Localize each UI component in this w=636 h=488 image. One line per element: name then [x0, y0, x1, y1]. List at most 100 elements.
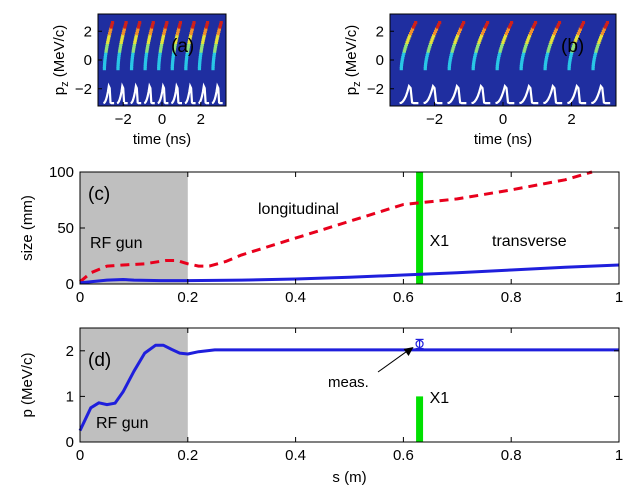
bunch-pixel: [165, 21, 169, 25]
bunch-pixel: [116, 58, 121, 62]
bunch-pixel: [162, 29, 167, 33]
bunch-pixel: [172, 47, 176, 51]
bunch-pixel: [106, 40, 110, 44]
bunch-pixel: [205, 23, 209, 27]
x-tick-label: 0.8: [501, 447, 522, 464]
bunch-pixel: [118, 45, 123, 49]
bunch-pixel: [174, 38, 178, 42]
bunch-pixel: [171, 53, 175, 58]
bunch-pixel: [110, 23, 114, 27]
bunch-trace-2: [423, 21, 442, 71]
bunch-pixel: [557, 21, 562, 25]
bunch-pixel: [162, 31, 166, 36]
panel-c: 0 0.2 0.4 0.6 0.8 1 0 50 100 (c) RF gun X1 longitudi…: [19, 164, 623, 306]
bunch-pixel: [161, 34, 166, 38]
bunch-pixel: [134, 34, 138, 38]
bunch-pixel: [146, 40, 151, 44]
bunch-pixel: [116, 62, 120, 66]
bunch-pixel: [198, 56, 202, 60]
y-tick-label: 0: [84, 52, 92, 69]
bunch-pixel: [504, 31, 509, 36]
bunch-pixel: [116, 67, 120, 71]
bunch-pixel: [131, 53, 135, 58]
series-line-transverse: [79, 263, 620, 285]
bunch-pixel: [593, 51, 598, 55]
bunch-trace-5: [157, 21, 169, 71]
rf-gun-label: RF gun: [90, 235, 142, 252]
bunch-pixel: [454, 38, 458, 42]
bunch-pixel: [130, 56, 134, 60]
bunch-pixel: [544, 58, 548, 62]
bunch-pixel: [497, 56, 501, 60]
bunch-pixel: [187, 42, 191, 47]
bunch-pixel: [579, 25, 583, 29]
bunch-pixel: [400, 58, 404, 62]
bunch-pixel: [577, 29, 581, 33]
bunch-pixel: [185, 51, 189, 55]
current-profile-9: [591, 83, 611, 105]
bunch-pixel: [201, 40, 205, 44]
bunch-pixel: [519, 64, 523, 69]
bunch-pixel: [478, 38, 482, 42]
bunch-pixel: [554, 27, 558, 31]
bunch-pixel: [118, 49, 122, 53]
bunch-pixel: [426, 49, 430, 53]
bunch-pixel: [436, 23, 441, 27]
bunch-pixel: [218, 25, 222, 29]
bunch-pixel: [473, 53, 477, 58]
axes-frame: [389, 13, 617, 107]
current-profile-2: [116, 82, 128, 105]
bunch-pixel: [211, 67, 215, 71]
bunch-pixel: [597, 40, 601, 44]
panel-label: (b): [561, 36, 584, 57]
bunch-pixel: [144, 51, 149, 55]
current-profile-4: [143, 82, 155, 105]
bunch-pixel: [413, 23, 417, 27]
bunch-pixel: [122, 29, 126, 33]
bunch-pixel: [499, 45, 504, 49]
bunch-pixel: [159, 47, 163, 51]
bunch-pixel: [547, 45, 552, 49]
bunch-pixel: [476, 42, 480, 47]
x-axis-label: time (ns): [474, 131, 532, 148]
bunch-pixel: [402, 51, 406, 55]
current-profile-2: [423, 83, 443, 105]
bunch-pixel: [201, 38, 205, 42]
bunch-trace-4: [143, 21, 155, 71]
bunch-pixel: [211, 62, 215, 66]
bunch-pixel: [149, 29, 153, 33]
bunch-pixel: [131, 49, 135, 53]
bunch-pixel: [216, 34, 220, 38]
bunch-pixel: [204, 25, 208, 29]
bunch-pixel: [130, 60, 134, 64]
bunch-pixel: [163, 27, 167, 31]
bunch-pixel: [103, 58, 107, 62]
bunch-pixel: [544, 60, 548, 64]
bunch-pixel: [190, 29, 194, 33]
bunch-pixel: [147, 36, 151, 40]
bunch-pixel: [568, 60, 572, 64]
bunch-pixel: [432, 31, 437, 36]
bunch-pixel: [105, 45, 109, 49]
bunch-pixel: [123, 23, 128, 27]
bunch-pixel: [496, 58, 500, 62]
bunch-pixel: [567, 62, 572, 66]
bunch-pixel: [600, 31, 604, 36]
bunch-pixel: [175, 34, 179, 38]
bunch-pixel: [173, 45, 177, 49]
bunch-pixel: [192, 21, 196, 25]
x-tick-label: 0.2: [177, 447, 198, 464]
x-tick-label: −2: [115, 111, 132, 128]
bunch-pixel: [215, 38, 219, 42]
bunch-trace-9: [591, 21, 610, 71]
bunch-pixel: [430, 38, 434, 42]
bunch-pixel: [603, 25, 607, 29]
bunch-pixel: [186, 47, 190, 51]
bunch-pixel: [500, 42, 504, 47]
bunch-pixel: [452, 42, 456, 47]
bunch-pixel: [121, 34, 125, 38]
bunch-pixel: [592, 60, 596, 64]
bunch-pixel: [503, 36, 507, 40]
bunch-pixel: [573, 40, 577, 44]
bunch-pixel: [157, 58, 161, 62]
